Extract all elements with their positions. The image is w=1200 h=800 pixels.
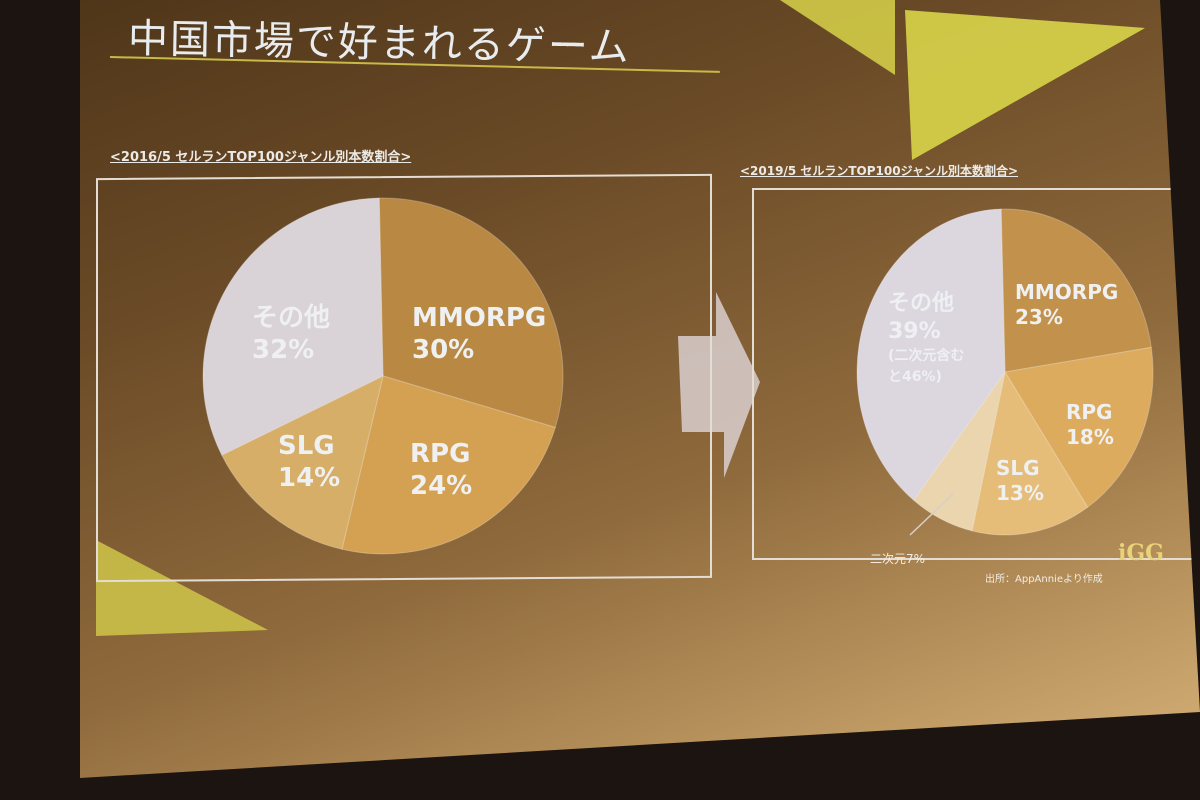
pie1-slice bbox=[202, 197, 384, 456]
pie2-slice bbox=[1004, 346, 1154, 509]
pie2-label-mmorpg: MMORPG 23% bbox=[1015, 280, 1119, 329]
pie1-label-rpg: RPG 24% bbox=[410, 439, 473, 501]
igg-logo: iGG bbox=[1118, 540, 1164, 566]
pie1-label-other: その他 32% bbox=[252, 303, 331, 365]
deco-triangle bbox=[96, 540, 268, 636]
chart-1-title: <2016/5 セルランTOP100ジャンル別本数割合> bbox=[110, 150, 412, 165]
leader-line bbox=[909, 493, 954, 536]
pie2-slice bbox=[971, 370, 1089, 536]
pie2-label-slg: SLG 13% bbox=[996, 456, 1044, 505]
pie2-label-2d: 二次元7% bbox=[870, 552, 926, 566]
pie1-label-mmorpg: MMORPG 30% bbox=[412, 303, 547, 365]
pie1-slice bbox=[341, 375, 556, 555]
pie2-slice bbox=[1000, 208, 1152, 373]
pie2-slice bbox=[856, 208, 1006, 502]
chart-2-title: <2019/5 セルランTOP100ジャンル別本数割合> bbox=[740, 164, 1019, 178]
pie2-slice bbox=[913, 371, 1006, 532]
deco-triangle bbox=[905, 10, 1145, 160]
deco-triangle bbox=[780, 0, 895, 75]
pie2-label-other: その他 39% (二次元含む と46%) bbox=[888, 291, 965, 385]
source-note: 出所：AppAnnieより作成 bbox=[985, 574, 1103, 585]
pie1-slice bbox=[221, 375, 384, 550]
pie1-slice bbox=[378, 197, 564, 429]
pie1-label-slg: SLG 14% bbox=[278, 431, 341, 493]
arrow-icon bbox=[678, 292, 760, 478]
pie2-label-rpg: RPG 18% bbox=[1066, 400, 1114, 449]
